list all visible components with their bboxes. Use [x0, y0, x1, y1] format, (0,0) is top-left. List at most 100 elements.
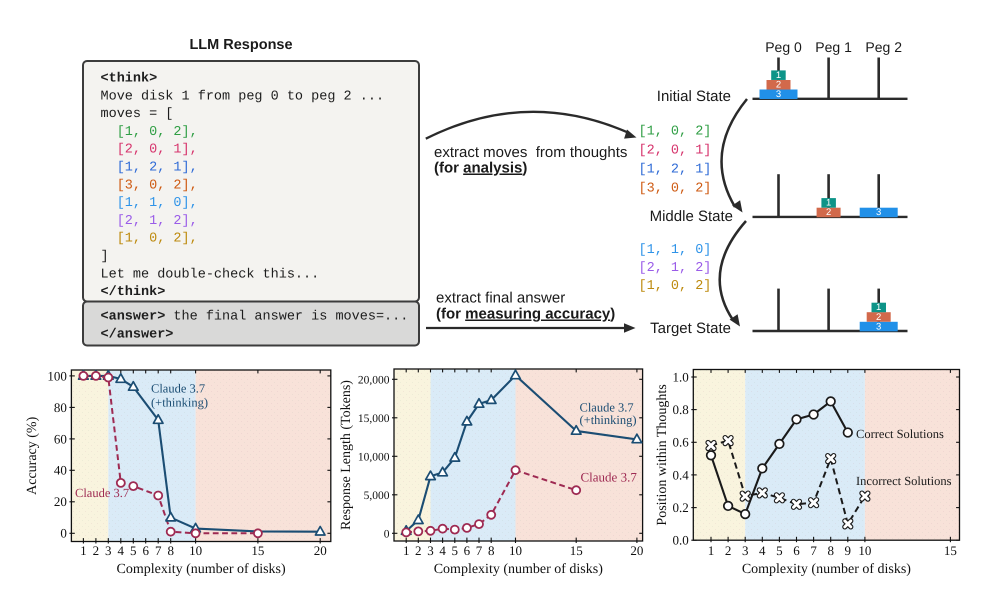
svg-text:(+thinking): (+thinking): [151, 396, 208, 410]
svg-text:[2, 0, 1],: [2, 0, 1],: [117, 143, 198, 158]
svg-text:1: 1: [403, 543, 410, 558]
svg-text:Complexity (number of disks): Complexity (number of disks): [434, 562, 603, 577]
svg-text:[1, 0, 2],: [1, 0, 2],: [117, 125, 198, 140]
svg-text:[2, 0, 1]: [2, 0, 1]: [639, 144, 712, 159]
svg-text:0.6: 0.6: [673, 435, 690, 450]
svg-text:2: 2: [415, 543, 422, 558]
svg-text:8: 8: [488, 543, 495, 558]
svg-text:10,000: 10,000: [358, 452, 390, 464]
svg-text:1: 1: [826, 198, 831, 209]
svg-text:3: 3: [742, 543, 749, 558]
svg-text:7: 7: [810, 543, 817, 558]
svg-text:LLM Response: LLM Response: [189, 37, 292, 53]
svg-text:3: 3: [776, 89, 781, 100]
svg-text:[3, 0, 2]: [3, 0, 2]: [639, 182, 712, 197]
svg-text:Let me double-check this...: Let me double-check this...: [101, 267, 320, 282]
svg-text:100: 100: [47, 368, 67, 383]
svg-text:0.8: 0.8: [673, 402, 689, 417]
svg-text:2: 2: [776, 80, 781, 91]
svg-text:1: 1: [708, 543, 715, 558]
svg-text:[3, 0, 2],: [3, 0, 2],: [117, 178, 198, 193]
svg-text:<answer> the final answer is m: <answer> the final answer is moves=...: [101, 310, 409, 325]
svg-text:4: 4: [118, 543, 125, 558]
svg-text:Complexity (number of disks): Complexity (number of disks): [117, 562, 286, 577]
svg-text:8: 8: [167, 543, 174, 558]
svg-text:4: 4: [759, 543, 766, 558]
svg-text:9: 9: [845, 543, 852, 558]
svg-text:5,000: 5,000: [364, 490, 390, 502]
svg-text:3: 3: [876, 321, 881, 332]
svg-text:2: 2: [826, 207, 831, 218]
svg-text:Claude 3.7: Claude 3.7: [151, 382, 205, 396]
svg-text:[1, 1, 0],: [1, 1, 0],: [117, 196, 198, 211]
svg-text:[1, 2, 1],: [1, 2, 1],: [117, 161, 198, 176]
svg-text:[1, 0, 2]: [1, 0, 2]: [639, 279, 712, 294]
svg-text:1.0: 1.0: [673, 369, 689, 384]
svg-text:5: 5: [452, 543, 459, 558]
svg-text:extract moves from thoughts: extract moves from thoughts: [434, 144, 627, 161]
svg-text:[1, 0, 2],: [1, 0, 2],: [117, 232, 198, 247]
svg-text:3: 3: [105, 543, 112, 558]
svg-text:(+thinking): (+thinking): [580, 413, 637, 427]
svg-text:20,000: 20,000: [358, 375, 390, 387]
svg-text:[1, 1, 0]: [1, 1, 0]: [639, 243, 712, 258]
svg-text:7: 7: [155, 543, 162, 558]
svg-text:(for measuring accuracy): (for measuring accuracy): [436, 306, 615, 323]
svg-text:Middle State: Middle State: [650, 208, 733, 225]
svg-text:10: 10: [858, 543, 871, 558]
svg-text:10: 10: [189, 543, 202, 558]
svg-text:Peg 1: Peg 1: [815, 39, 852, 55]
svg-text:(for analysis): (for analysis): [434, 160, 527, 177]
svg-text:</think>: </think>: [101, 285, 166, 300]
svg-text:6: 6: [464, 543, 471, 558]
svg-text:Accuracy (%): Accuracy (%): [25, 416, 40, 494]
svg-text:20: 20: [54, 494, 67, 509]
svg-text:0.0: 0.0: [673, 533, 689, 548]
svg-text:10: 10: [509, 543, 522, 558]
svg-text:[1, 2, 1]: [1, 2, 1]: [639, 163, 712, 178]
svg-text:extract final answer: extract final answer: [436, 290, 565, 307]
svg-text:Target State: Target State: [650, 320, 731, 337]
svg-text:Move disk 1 from peg 0 to peg: Move disk 1 from peg 0 to peg 2 ...: [101, 89, 385, 104]
svg-text:Peg 0: Peg 0: [765, 39, 802, 55]
svg-text:[2, 1, 2],: [2, 1, 2],: [117, 214, 198, 229]
svg-text:Claude 3.7: Claude 3.7: [580, 401, 634, 415]
svg-text:15: 15: [570, 543, 583, 558]
svg-text:80: 80: [54, 400, 67, 415]
svg-text:0: 0: [60, 526, 67, 541]
svg-text:Response Length (Tokens): Response Length (Tokens): [339, 380, 354, 530]
svg-text:Claude 3.7: Claude 3.7: [75, 486, 129, 500]
svg-text:20: 20: [314, 543, 327, 558]
svg-text:6: 6: [793, 543, 800, 558]
svg-text:8: 8: [827, 543, 834, 558]
svg-text:2: 2: [876, 312, 881, 323]
svg-text:<think>: <think>: [101, 72, 158, 87]
svg-text:4: 4: [439, 543, 446, 558]
svg-text:</answer>: </answer>: [101, 327, 174, 342]
svg-text:7: 7: [476, 543, 483, 558]
svg-text:Claude 3.7: Claude 3.7: [581, 470, 638, 485]
svg-text:1: 1: [876, 302, 881, 313]
svg-text:6: 6: [142, 543, 149, 558]
svg-text:]: ]: [101, 250, 109, 265]
svg-text:5: 5: [776, 543, 783, 558]
svg-text:1: 1: [80, 543, 87, 558]
svg-text:2: 2: [93, 543, 100, 558]
svg-text:[1, 0, 2]: [1, 0, 2]: [639, 125, 712, 140]
svg-text:2: 2: [725, 543, 732, 558]
svg-text:Position within Thoughts: Position within Thoughts: [655, 384, 670, 525]
svg-text:15: 15: [251, 543, 264, 558]
svg-text:3: 3: [427, 543, 434, 558]
svg-text:0: 0: [384, 529, 390, 541]
svg-text:Incorrect Solutions: Incorrect Solutions: [856, 474, 952, 488]
svg-text:Initial State: Initial State: [657, 88, 731, 105]
svg-text:0.4: 0.4: [673, 467, 690, 482]
svg-text:40: 40: [54, 463, 67, 478]
svg-text:15: 15: [944, 543, 957, 558]
svg-text:20: 20: [630, 543, 643, 558]
svg-text:3: 3: [876, 207, 881, 218]
svg-text:[2, 1, 2]: [2, 1, 2]: [639, 261, 712, 276]
svg-text:Complexity (number of disks): Complexity (number of disks): [742, 562, 911, 577]
svg-text:0.2: 0.2: [673, 500, 689, 515]
svg-text:Correct Solutions: Correct Solutions: [856, 427, 944, 441]
